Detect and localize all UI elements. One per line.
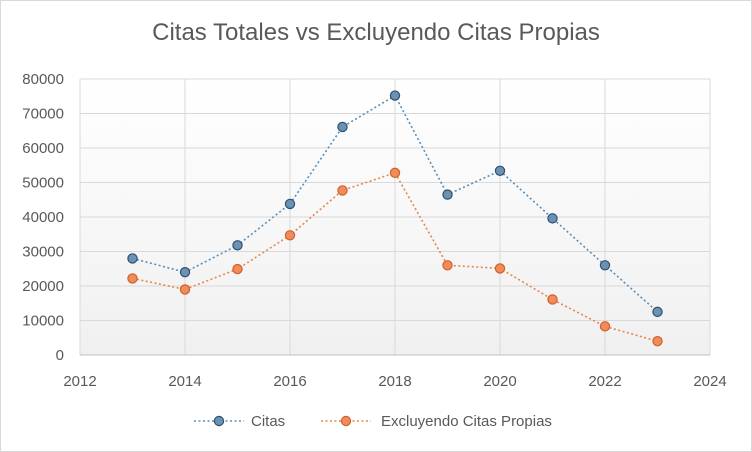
- data-point: [337, 185, 348, 196]
- y-tick-label: 30000: [22, 244, 64, 261]
- data-point: [652, 336, 663, 347]
- y-tick-label: 70000: [22, 106, 64, 123]
- x-tick-label: 2020: [483, 373, 516, 390]
- data-point: [284, 198, 296, 210]
- y-tick-label: 0: [56, 347, 64, 364]
- y-tick-label: 40000: [22, 209, 64, 226]
- data-point: [442, 189, 453, 200]
- data-point: [442, 260, 453, 271]
- data-point: [389, 167, 401, 179]
- x-tick-label: 2024: [693, 373, 726, 390]
- data-point: [494, 165, 506, 176]
- legend-marker-1: [213, 415, 225, 427]
- data-point: [179, 267, 191, 278]
- data-point: [547, 294, 558, 305]
- data-point: [127, 253, 138, 264]
- y-tick-label: 50000: [22, 175, 64, 192]
- x-tick-label: 2016: [273, 373, 306, 390]
- data-point: [127, 273, 138, 284]
- data-point: [284, 230, 296, 241]
- series-line-2: [132, 171, 658, 342]
- data-point: [179, 284, 191, 295]
- x-tick-label: 2014: [168, 373, 201, 390]
- x-tick-label: 2012: [63, 373, 96, 390]
- data-point: [232, 263, 243, 275]
- data-point: [494, 263, 506, 274]
- legend-label-1: Citas: [251, 413, 285, 430]
- data-point: [389, 90, 401, 101]
- x-tick-label: 2022: [588, 373, 621, 390]
- y-tick-label: 60000: [22, 140, 64, 157]
- y-tick-label: 80000: [22, 71, 64, 88]
- data-point: [337, 121, 348, 133]
- chart-title: Citas Totales vs Excluyendo Citas Propia…: [152, 19, 600, 46]
- legend-marker-2: [340, 415, 352, 427]
- data-point: [232, 240, 243, 251]
- x-tick-label: 2018: [378, 373, 411, 390]
- data-point: [599, 260, 611, 271]
- y-tick-label: 10000: [22, 313, 64, 330]
- data-point: [599, 321, 611, 332]
- data-point: [547, 213, 558, 224]
- y-tick-label: 20000: [22, 278, 64, 295]
- legend-label-2: Excluyendo Citas Propias: [381, 413, 552, 430]
- data-point: [652, 306, 663, 318]
